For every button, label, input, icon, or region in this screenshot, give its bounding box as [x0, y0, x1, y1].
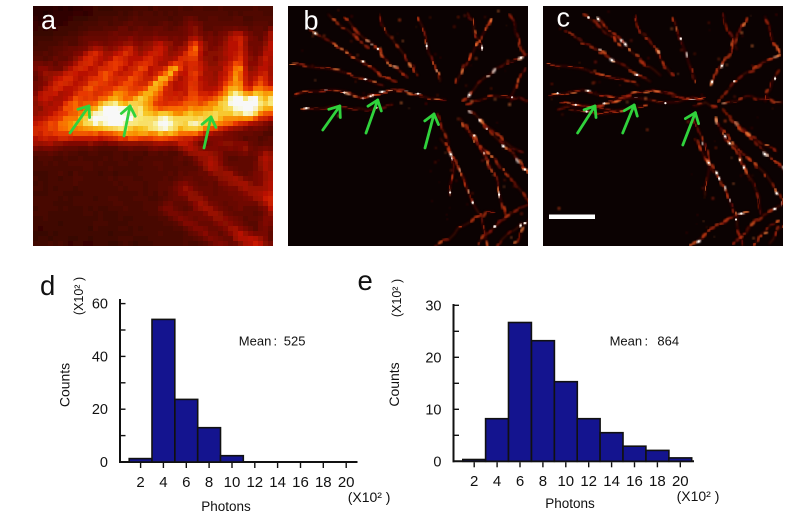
svg-text:2: 2 — [470, 473, 478, 490]
svg-text::: : — [645, 334, 649, 349]
svg-text:e: e — [358, 265, 373, 296]
svg-text:12: 12 — [580, 473, 597, 490]
svg-text:20: 20 — [92, 402, 108, 418]
svg-text:20: 20 — [338, 474, 355, 491]
svg-text:b: b — [304, 6, 319, 36]
svg-text:40: 40 — [92, 349, 108, 365]
svg-text:12: 12 — [246, 474, 263, 491]
svg-text:525: 525 — [284, 334, 306, 349]
svg-text::: : — [274, 334, 278, 349]
svg-text:864: 864 — [657, 334, 679, 349]
svg-text:60: 60 — [92, 297, 108, 313]
svg-text:Mean: Mean — [239, 334, 272, 349]
svg-text:6: 6 — [516, 473, 524, 490]
svg-text:16: 16 — [626, 473, 643, 490]
svg-text:4: 4 — [159, 474, 167, 491]
svg-text:8: 8 — [539, 473, 547, 490]
svg-text:16: 16 — [292, 474, 309, 491]
svg-text:20: 20 — [672, 473, 689, 490]
svg-text:4: 4 — [493, 473, 501, 490]
svg-text:8: 8 — [205, 474, 213, 491]
svg-text:10: 10 — [224, 474, 241, 491]
svg-text:10: 10 — [425, 402, 441, 418]
svg-text:20: 20 — [425, 350, 441, 366]
svg-text:2: 2 — [136, 474, 144, 491]
svg-text:14: 14 — [603, 473, 620, 490]
svg-text:a: a — [41, 5, 57, 35]
svg-text:Photons: Photons — [201, 499, 251, 514]
svg-text:0: 0 — [100, 455, 108, 471]
svg-text:(X10² ): (X10² ) — [677, 488, 720, 504]
svg-text:(X10² ): (X10² ) — [390, 279, 404, 317]
svg-text:30: 30 — [425, 298, 441, 314]
svg-text:(X10² ): (X10² ) — [72, 277, 86, 315]
svg-text:d: d — [40, 270, 55, 301]
svg-text:18: 18 — [649, 473, 666, 490]
svg-text:Counts: Counts — [386, 362, 402, 406]
svg-text:14: 14 — [269, 474, 286, 491]
svg-text:Photons: Photons — [545, 496, 595, 511]
svg-text:(X10² ): (X10² ) — [348, 489, 391, 505]
svg-text:Mean: Mean — [610, 334, 643, 349]
svg-text:18: 18 — [315, 474, 332, 491]
svg-text:0: 0 — [433, 454, 441, 470]
svg-text:10: 10 — [557, 473, 574, 490]
svg-text:6: 6 — [182, 474, 190, 491]
svg-text:Counts: Counts — [57, 363, 73, 407]
svg-text:c: c — [557, 3, 571, 33]
